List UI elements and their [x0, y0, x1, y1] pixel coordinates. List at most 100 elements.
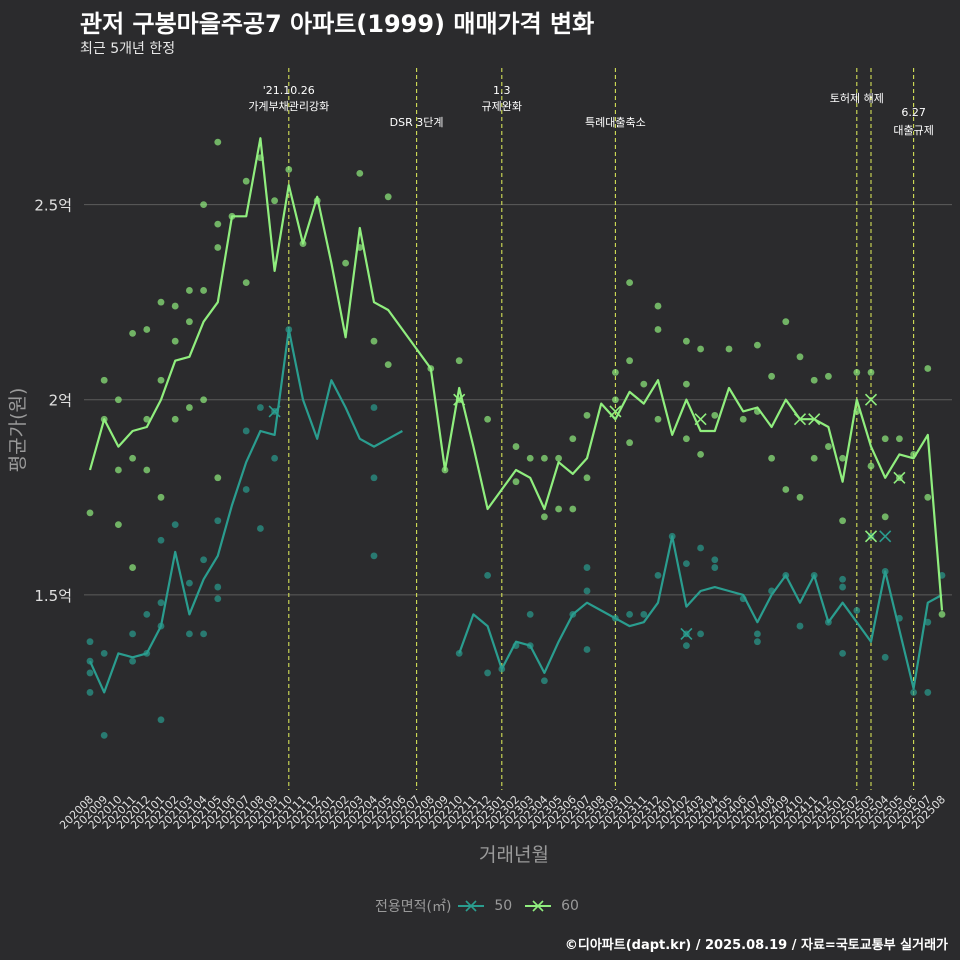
scatter-point-60 [754, 341, 761, 349]
scatter-point-60 [725, 345, 733, 353]
legend-label-60: 60 [561, 898, 579, 914]
scatter-point-60 [285, 166, 293, 173]
scatter-point-60 [782, 318, 790, 326]
scatter-point-60 [555, 454, 562, 462]
event-label: 1.3 [493, 84, 511, 97]
scatter-point-50 [754, 630, 761, 638]
event-label: 대출규제 [893, 124, 933, 137]
scatter-point-50 [100, 650, 108, 657]
scatter-point-50 [271, 454, 278, 462]
scatter-point-60 [171, 337, 179, 345]
y-tick-label: 2억 [49, 392, 72, 410]
scatter-point-50 [171, 521, 179, 529]
legend-label-50: 50 [494, 898, 513, 914]
scatter-point-50 [910, 689, 917, 696]
scatter-point-50 [86, 638, 94, 646]
scatter-point-60 [512, 443, 520, 450]
scatter-point-60 [711, 411, 719, 419]
scatter-point-60 [271, 197, 278, 205]
y-tick-label: 2.5억 [34, 197, 72, 215]
scatter-point-60 [881, 435, 889, 443]
legend-item-60: 60 [523, 898, 585, 914]
scatter-point-60 [569, 435, 577, 443]
scatter-point-60 [825, 372, 832, 380]
scatter-point-50 [683, 560, 690, 568]
chart-subtitle: 최근 5개년 한정 [80, 41, 176, 57]
scatter-point-60 [683, 435, 690, 443]
scatter-point-50 [541, 677, 548, 685]
scatter-point-50 [157, 599, 165, 607]
scatter-point-60 [583, 474, 591, 482]
scatter-point-60 [214, 138, 222, 146]
scatter-point-60 [129, 329, 137, 337]
highlight-marker-60 [808, 413, 821, 426]
scatter-point-60 [157, 376, 165, 384]
scatter-point-60 [242, 177, 250, 185]
scatter-point-60 [924, 493, 932, 501]
scatter-point-60 [626, 279, 633, 287]
scatter-point-50 [257, 525, 264, 532]
scatter-point-60 [214, 474, 222, 482]
scatter-point-50 [881, 653, 889, 661]
scatter-point-60 [881, 513, 889, 521]
scatter-point-50 [484, 669, 491, 677]
scatter-point-50 [186, 630, 193, 638]
scatter-point-50 [157, 536, 165, 544]
highlight-marker-60 [864, 530, 878, 543]
scatter-point-60 [640, 380, 648, 388]
scatter-point-50 [839, 583, 846, 591]
scatter-point-60 [867, 462, 875, 470]
highlight-marker-60 [694, 413, 707, 426]
scatter-point-50 [839, 650, 846, 657]
scatter-point-60 [683, 380, 690, 388]
scatter-point-60 [115, 466, 122, 474]
scatter-point-60 [683, 337, 690, 345]
highlight-marker-60 [893, 471, 906, 484]
scatter-point-60 [143, 415, 151, 423]
event-label: 규제완화 [482, 100, 522, 113]
scatter-point-50 [86, 689, 94, 696]
scatter-point-60 [157, 298, 165, 306]
scatter-point-50 [200, 556, 208, 564]
legend-title: 전용면적(㎡) [375, 899, 452, 915]
scatter-point-50 [711, 564, 719, 571]
scatter-point-60 [796, 353, 804, 361]
scatter-point-50 [200, 630, 208, 638]
scatter-point-60 [129, 564, 137, 571]
scatter-point-50 [484, 571, 491, 579]
source-caption: ©디아파트(dapt.kr) / 2025.08.19 / 자료=국토교통부 실… [564, 938, 948, 953]
event-label: DSR 3단계 [390, 116, 444, 129]
scatter-point-60 [825, 443, 832, 450]
y-axis-label: 평균가(원) [7, 388, 29, 473]
scatter-point-60 [853, 369, 861, 376]
scatter-point-50 [370, 474, 378, 482]
scatter-point-50 [186, 579, 193, 587]
scatter-point-60 [200, 201, 208, 208]
scatter-point-60 [157, 493, 165, 501]
scatter-point-50 [754, 638, 761, 646]
scatter-point-60 [484, 415, 491, 423]
scatter-point-60 [569, 505, 577, 513]
scatter-point-60 [214, 220, 222, 228]
scatter-point-50 [86, 669, 94, 677]
scatter-point-50 [242, 486, 250, 493]
scatter-point-60 [697, 345, 704, 353]
scatter-point-60 [100, 376, 108, 384]
scatter-point-50 [796, 622, 804, 630]
scatter-point-60 [115, 396, 122, 404]
scatter-point-60 [896, 435, 903, 443]
scatter-point-60 [612, 369, 619, 376]
scatter-point-50 [683, 642, 690, 649]
highlight-marker-60 [864, 393, 878, 406]
scatter-point-50 [583, 564, 591, 571]
scatter-point-50 [129, 657, 137, 665]
scatter-point-60 [867, 369, 875, 376]
scatter-point-60 [810, 376, 818, 384]
scatter-point-60 [186, 287, 193, 294]
scatter-point-50 [711, 556, 719, 564]
scatter-point-60 [526, 454, 534, 462]
scatter-point-60 [356, 169, 364, 177]
scatter-point-50 [924, 618, 932, 626]
scatter-point-60 [768, 372, 775, 380]
